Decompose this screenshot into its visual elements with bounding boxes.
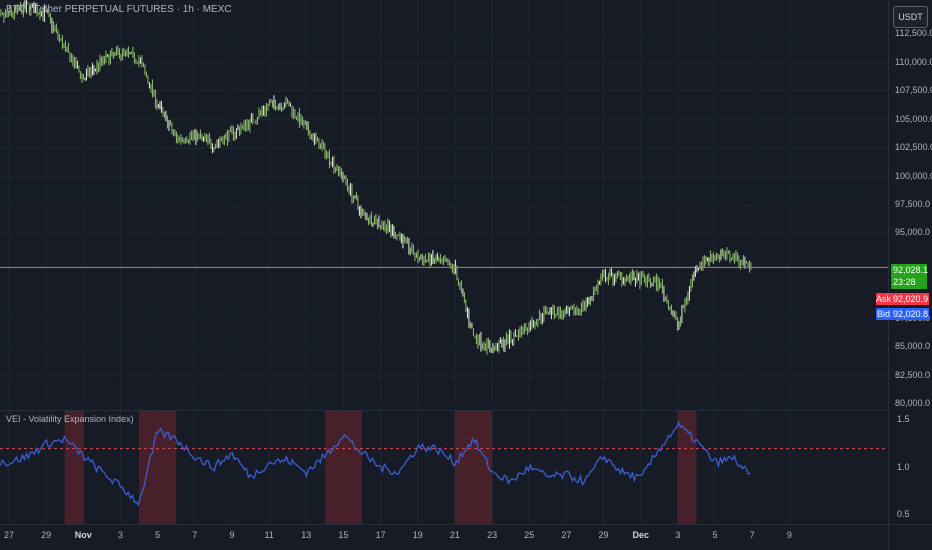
time-axis-label: 7: [749, 530, 755, 540]
indicator-axis-label: 1.0: [897, 461, 910, 472]
vei-expansion-zone: [139, 411, 177, 524]
price-axis-label: 107,500.0: [895, 85, 932, 96]
time-axis-label: 27: [3, 530, 15, 540]
time-axis-label: 3: [675, 530, 681, 540]
price-axis-label: 95,000.0: [895, 227, 931, 238]
price-axis-label: 85,000.0: [895, 341, 931, 352]
time-axis-label: 23: [487, 530, 498, 540]
countdown-timer: 23:28: [893, 277, 916, 287]
time-axis-label: 19: [412, 530, 423, 540]
bid-tag: Bid 92,020.8: [876, 308, 929, 320]
currency-button[interactable]: USDT: [893, 6, 928, 28]
time-axis-label: 17: [375, 530, 386, 540]
price-axis-label: 112,500.0: [895, 28, 932, 39]
time-axis-label: 3: [117, 530, 123, 540]
time-axis-label: 9: [229, 530, 235, 540]
time-axis-label: 21: [449, 530, 460, 540]
price-axis-label: 102,500.0: [895, 142, 932, 153]
time-axis-label: 29: [41, 530, 52, 540]
time-axis-label: 25: [524, 530, 535, 540]
time-axis-label: Dec: [632, 530, 649, 540]
ask-label: Ask: [876, 293, 892, 305]
time-axis-label: Nov: [74, 530, 92, 540]
time-axis-label: 9: [786, 530, 792, 540]
time-axis-label: 11: [264, 530, 274, 540]
last-price-box: 92,028.1 23:28: [891, 264, 929, 289]
vei-expansion-zone: [64, 411, 84, 524]
chart-title: BTC / Tether PERPETUAL FUTURES · 1h · ME…: [6, 4, 232, 15]
indicator-title: VEI - Volatility Expansion Index): [6, 414, 134, 424]
vei-expansion-zone: [454, 411, 493, 524]
bid-value: 92,020.8: [891, 308, 929, 320]
bid-label: Bid: [876, 308, 891, 320]
time-axis-label: 7: [192, 530, 198, 540]
price-axis-label: 110,000.0: [895, 56, 932, 67]
time-axis-label: 29: [598, 530, 609, 540]
price-axis-label: 105,000.0: [895, 113, 932, 124]
indicator-axis-label: 1.5: [897, 414, 910, 425]
time-axis-label: 5: [155, 530, 161, 540]
time-axis-label: 15: [338, 530, 349, 540]
vei-series-line: [0, 420, 751, 507]
price-axis-label: 80,000.0: [895, 398, 931, 409]
price-axis-label: 100,000.0: [895, 170, 932, 181]
last-price-value: 92,028.1: [893, 265, 929, 275]
indicator-axis-label: 0.5: [897, 508, 910, 519]
time-axis-label: 5: [712, 530, 718, 540]
time-axis-label: 13: [301, 530, 312, 540]
ask-value: 92,020.9: [891, 293, 929, 305]
ask-tag: Ask 92,020.9: [876, 293, 929, 305]
price-axis-label: 97,500.0: [895, 199, 931, 209]
time-axis-label: 27: [561, 530, 572, 540]
vei-expansion-zone: [324, 411, 363, 524]
price-axis-label: 82,500.0: [895, 369, 931, 380]
vei-expansion-zone: [677, 411, 697, 524]
